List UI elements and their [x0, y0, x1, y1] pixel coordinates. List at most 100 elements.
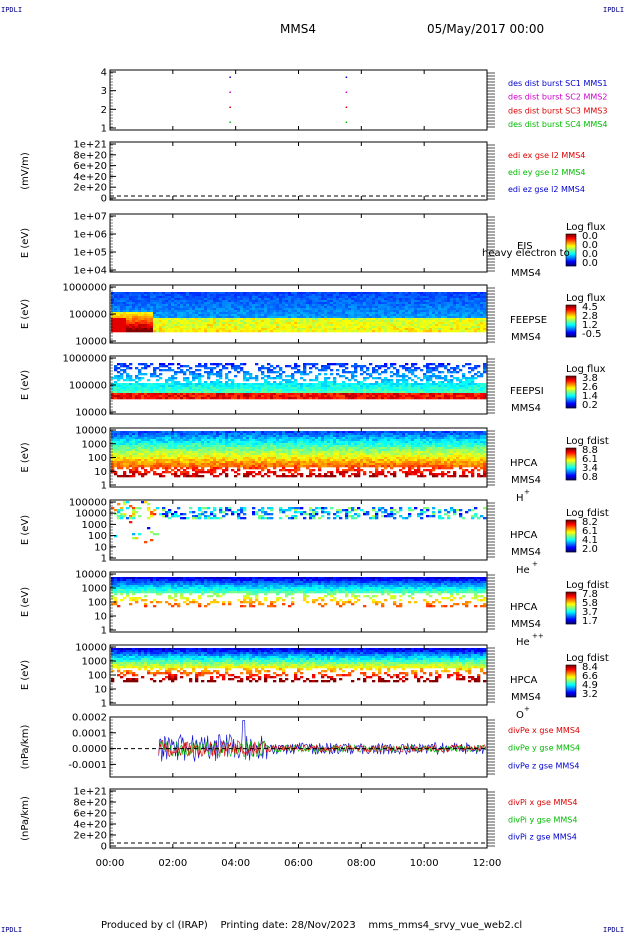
spectro-cell [132, 461, 136, 464]
spectro-cell [120, 328, 124, 331]
spectro-cell [213, 316, 217, 319]
spectro-cell [273, 300, 277, 303]
spectro-cell [459, 397, 463, 400]
spectro-cell [447, 304, 451, 307]
spectro-cell [258, 302, 262, 305]
spectro-cell [243, 387, 247, 390]
spectro-cell [168, 393, 172, 396]
spectro-cell [324, 310, 328, 313]
spectro-cell [306, 314, 310, 317]
spectro-cell [381, 389, 385, 392]
colorbar-cell [566, 378, 576, 380]
spectro-cell [450, 310, 454, 313]
spectro-cell [156, 375, 160, 378]
spectro-cell [138, 379, 142, 382]
spectro-cell [339, 375, 343, 378]
spectro-cell [174, 304, 178, 307]
spectro-cell [174, 463, 178, 466]
spectro-cell [288, 391, 292, 394]
spectro-cell [348, 395, 352, 398]
colorbar-cell [566, 263, 576, 265]
spectro-cell [279, 312, 283, 315]
spectro-cell [126, 326, 130, 329]
spectro-cell [174, 324, 178, 327]
spectro-cell [429, 391, 433, 394]
spectro-cell [372, 383, 376, 386]
spectro-cell [123, 324, 127, 327]
spectro-cell [363, 294, 367, 297]
spectro-cell [444, 294, 448, 297]
spectro-cell [249, 302, 253, 305]
spectro-cell [129, 318, 133, 321]
spectro-cell [339, 320, 343, 323]
spectro-cell [231, 389, 235, 392]
spectro-cell [372, 377, 376, 380]
spectro-cell [342, 383, 346, 386]
spectro-cell [114, 314, 118, 317]
spectro-cell [450, 397, 454, 400]
colorbar-cell [566, 333, 576, 335]
spectro-cell [240, 367, 244, 370]
spectro-cell [129, 326, 133, 329]
spectro-cell [177, 391, 181, 394]
spectro-cell [387, 367, 391, 370]
spectro-cell [153, 328, 157, 331]
spectro-cell [219, 324, 223, 327]
spectro-cell [111, 389, 115, 392]
spectro-cell [222, 395, 226, 398]
spectro-cell [234, 369, 238, 372]
spectro-cell [351, 365, 355, 368]
spectro-cell [216, 330, 220, 333]
spectro-cell [456, 393, 460, 396]
spectro-cell [345, 389, 349, 392]
spectro-cell [399, 385, 403, 388]
spectro-cell [270, 365, 274, 368]
spectro-cell [285, 308, 289, 311]
spectro-cell [381, 300, 385, 303]
spectro-cell [438, 324, 442, 327]
spectro-cell [168, 308, 172, 311]
colorbar-cell [566, 318, 576, 320]
spectro-cell [138, 300, 142, 303]
spectro-cell [126, 298, 130, 301]
spectro-cell [297, 316, 301, 319]
spectro-cell [384, 318, 388, 321]
spectro-cell [165, 471, 169, 474]
spectro-cell [444, 298, 448, 301]
spectro-cell [201, 310, 205, 313]
spectro-cell [414, 314, 418, 317]
spectro-cell [123, 461, 127, 464]
spectro-cell [276, 320, 280, 323]
spectro-cell [216, 389, 220, 392]
spectro-cell [189, 326, 193, 329]
spectro-cell [219, 389, 223, 392]
spectro-cell [129, 300, 133, 303]
spectro-cell [465, 306, 469, 309]
spectro-cell [189, 389, 193, 392]
spectro-cell [351, 328, 355, 331]
spectro-cell [450, 391, 454, 394]
spectro-cell [354, 326, 358, 329]
spectro-cell [216, 318, 220, 321]
spectro-cell [354, 383, 358, 386]
spectro-cell [222, 383, 226, 386]
spectro-cell [321, 381, 325, 384]
spectro-cell [447, 326, 451, 329]
spectro-cell [348, 397, 352, 400]
spectro-cell [195, 318, 199, 321]
spectro-cell [162, 455, 166, 458]
spectro-cell [216, 365, 220, 368]
spectro-cell [402, 387, 406, 390]
spectro-cell [234, 320, 238, 323]
spectro-cell [153, 445, 157, 448]
spectro-cell [186, 308, 190, 311]
spectro-cell [123, 300, 127, 303]
spectro-cell [393, 318, 397, 321]
spectro-cell [459, 302, 463, 305]
spectro-cell [369, 324, 373, 327]
spectro-cell [387, 318, 391, 321]
spectro-cell [135, 449, 139, 452]
spectro-cell [123, 304, 127, 307]
spectro-cell [333, 387, 337, 390]
spectro-cell [174, 461, 178, 464]
